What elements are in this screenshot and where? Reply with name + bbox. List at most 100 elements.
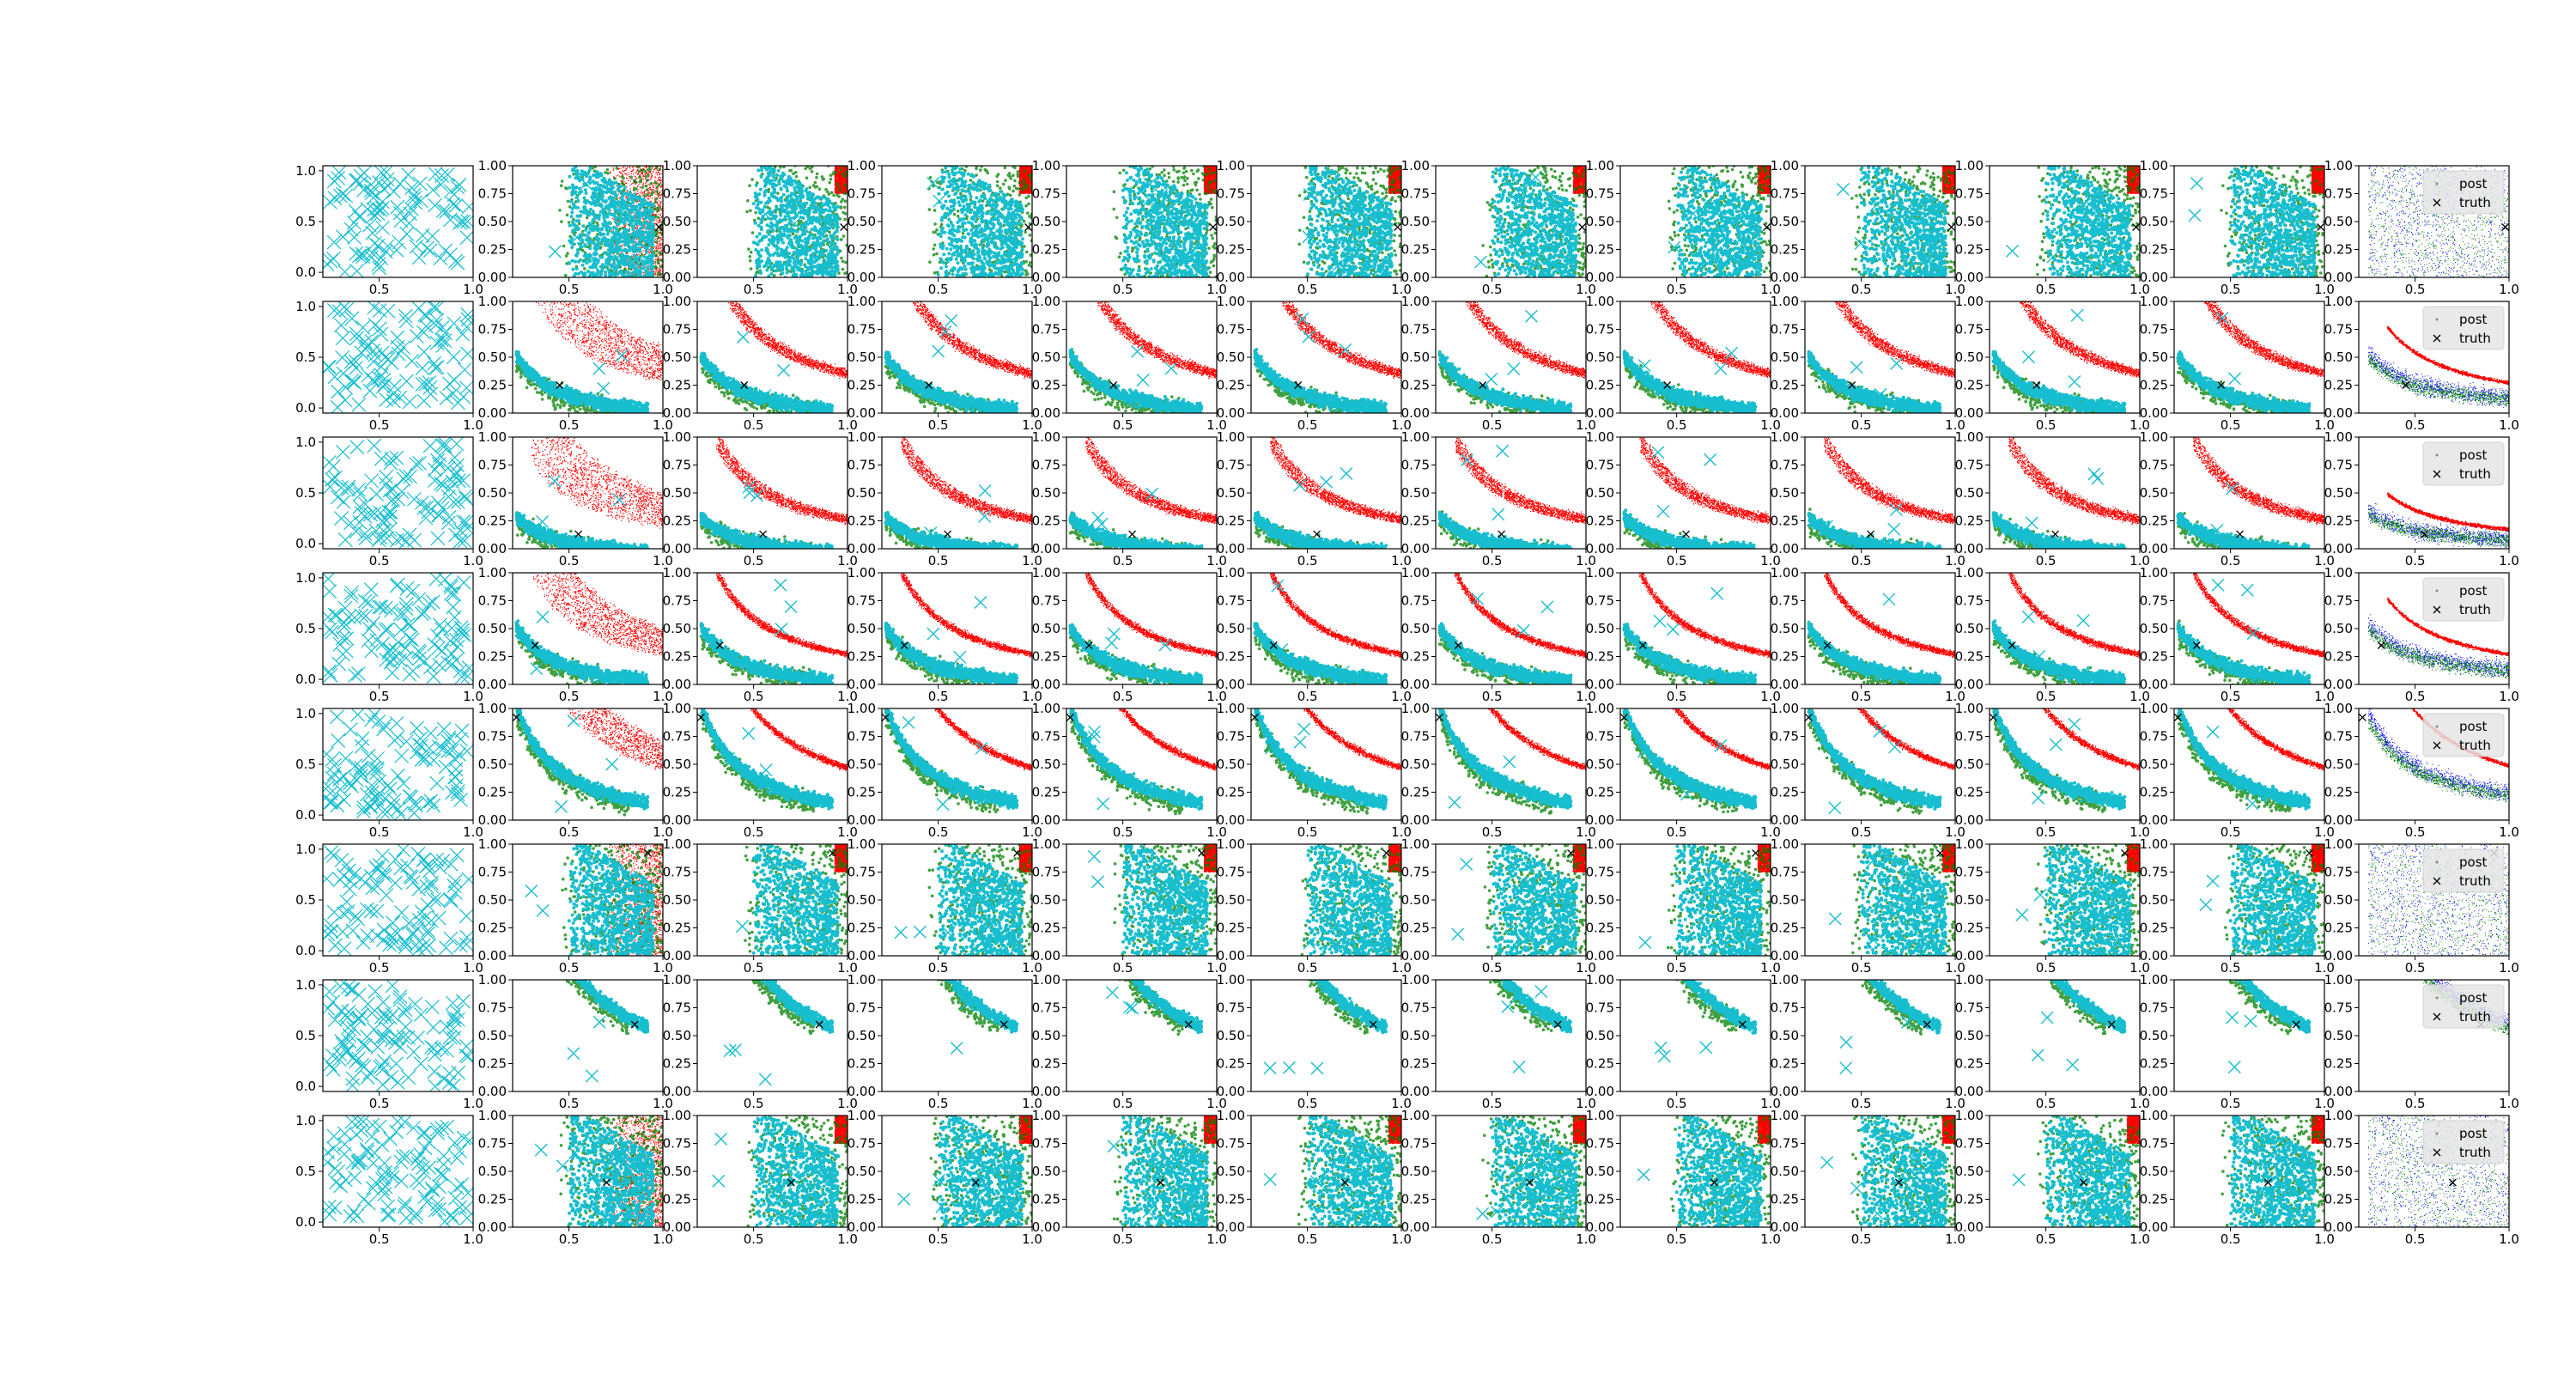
x-tick-label: 0.5 [928,417,949,433]
y-tick-label: 0.50 [848,757,876,772]
x-tick-label: 0.5 [2405,282,2426,297]
y-tick-label: 0.50 [1217,1028,1245,1043]
panel-r3-c8: 0.5 1.00.000.250.500.751.00 [1586,429,1781,568]
panel-r1-c3: 0.5 1.00.000.250.500.751.00 [663,158,858,297]
y-tick-label: 0.00 [1771,405,1799,421]
y-tick-label: 0.50 [1401,757,1430,772]
y-tick-label: 0.0 [295,672,316,687]
y-tick-label: 0.00 [478,812,507,828]
y-tick-label: 0.50 [2140,214,2168,229]
panel-r6-c9: 0.5 1.00.000.250.500.751.00 [1771,836,1965,976]
y-tick-label: 0.50 [1586,621,1614,636]
x-tick-label: 0.5 [369,553,390,568]
panel-r8-c11: 0.5 1.00.000.250.500.751.00 [2140,1105,2335,1247]
y-tick-label: 0.00 [1032,948,1060,964]
x-tick-label: 0.5 [1667,960,1687,976]
accepted-samples [699,778,834,1034]
y-tick-label: 0.75 [1401,458,1430,473]
truth-marker [2502,224,2509,231]
x-tick-label: 0.5 [744,417,764,433]
y-tick-label: 0.25 [1955,1192,1984,1207]
x-tick-label: 0.5 [1851,282,1872,297]
y-tick-label: 0.50 [1401,621,1430,636]
y-tick-label: 0.00 [1032,1219,1060,1235]
panel-r3-c10: 0.5 1.00.000.250.500.751.00 [1955,428,2150,568]
y-tick-label: 0.75 [848,458,876,473]
accepted-samples [1622,623,1757,689]
x-tick-label: 0.5 [1667,417,1687,433]
y-tick-label: 0.75 [1401,1136,1430,1152]
y-tick-label: 0.75 [848,729,876,745]
y-tick-label: 0.25 [1586,1056,1614,1072]
y-tick-label: 1.00 [2140,836,2168,852]
y-tick-label: 0.50 [478,1164,507,1179]
y-tick-label: 0.5 [295,1028,316,1043]
y-tick-label: 0.25 [1401,514,1430,529]
y-tick-label: 1.00 [663,701,691,716]
y-tick-label: 0.25 [1771,1192,1799,1207]
legend-label-truth: truth [2459,466,2491,482]
y-tick-label: 0.75 [1401,186,1430,202]
y-tick-label: 0.50 [2140,621,2168,636]
accepted-samples [937,834,1024,958]
accepted-samples [1675,1110,1763,1229]
y-tick-label: 0.5 [295,892,316,908]
y-tick-label: 0.5 [295,757,316,772]
y-tick-label: 0.50 [1032,892,1060,908]
proposal-markers [775,579,797,635]
y-tick-label: 0.50 [1401,350,1430,365]
y-tick-label: 1.00 [478,701,507,716]
y-tick-label: 0.25 [663,1056,691,1072]
y-tick-label: 0.00 [1586,1219,1614,1235]
y-tick-label: 0.75 [478,1000,507,1016]
legend-post-marker [2436,454,2439,457]
x-tick-label: 0.5 [1667,553,1687,568]
x-tick-label: 0.5 [369,960,390,976]
y-tick-label: 1.00 [1955,1108,1984,1123]
x-tick-label: 0.5 [928,1096,949,1111]
accepted-samples [514,619,649,688]
y-tick-label: 0.75 [848,1000,876,1016]
x-tick-label: 0.5 [2036,1231,2057,1247]
panel-r6-c1: 0.5 1.00.00.51.0 [295,842,483,976]
y-tick-label: 0.75 [2140,865,2168,880]
y-tick-label: 0.50 [2140,757,2168,772]
y-tick-label: 0.00 [848,948,876,964]
rejected-samples [2008,568,2141,658]
y-tick-label: 0.25 [1032,1192,1060,1207]
panel-r1-c2: 0.5 1.00.000.250.500.751.00 [478,155,673,297]
panel-r8-c3: 0.5 1.00.000.250.500.751.00 [663,1108,858,1247]
y-tick-label: 0.50 [1771,1028,1799,1043]
y-tick-label: 0.25 [478,514,507,529]
y-tick-label: 0.50 [1955,1028,1984,1043]
y-tick-label: 0.00 [663,812,691,828]
y-tick-label: 0.00 [478,677,507,692]
x-tick-label: 0.5 [1851,1231,1872,1247]
y-tick-label: 0.00 [1955,812,1984,828]
y-tick-label: 0.25 [663,785,691,800]
y-tick-label: 0.75 [1955,593,1984,609]
y-tick-label: 0.75 [663,593,691,609]
x-tick-label: 0.5 [1851,1096,1872,1111]
y-tick-label: 0.25 [1771,785,1799,800]
y-tick-label: 0.25 [1955,242,1984,258]
legend-label-post: post [2459,990,2488,1006]
y-tick-label: 0.25 [478,785,507,800]
y-tick-label: 0.50 [1955,214,1984,229]
y-tick-label: 0.50 [1771,757,1799,772]
panel-r4-c9: 0.5 1.00.000.250.500.751.00 [1771,565,1965,704]
y-tick-label: 0.50 [1955,892,1984,908]
x-tick-label: 0.5 [2221,1231,2241,1247]
y-tick-label: 0.00 [1032,270,1060,285]
proposal-markers [724,1044,771,1085]
y-tick-label: 1.00 [663,1108,691,1123]
y-tick-label: 1.00 [1032,701,1060,716]
x-tick-label: 0.5 [559,417,580,433]
panel-r3-c6: 0.5 1.00.000.250.500.751.00 [1217,429,1412,568]
y-tick-label: 0.75 [1217,1136,1245,1152]
y-tick-label: 0.75 [2140,322,2168,337]
x-tick-label: 0.5 [1297,689,1318,704]
accepted-samples [1991,778,2126,1034]
